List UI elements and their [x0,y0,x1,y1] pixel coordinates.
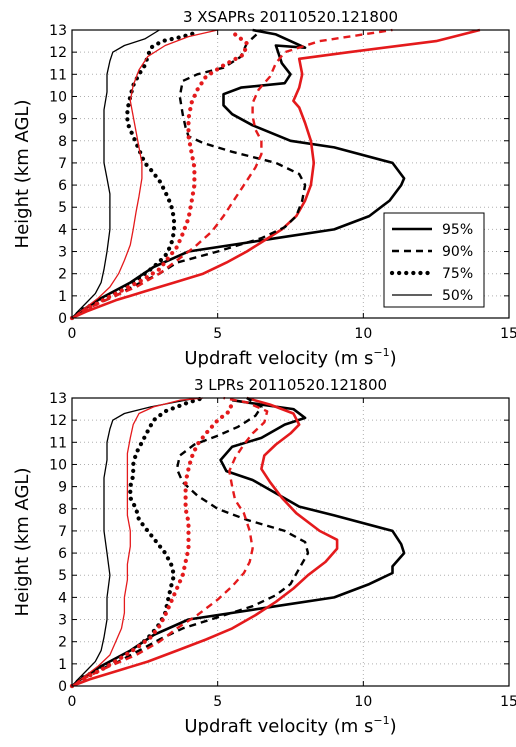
legend: 95% 90% 75% 50% [383,212,485,308]
y-tick-label: 6 [58,178,67,194]
y-tick-label: 6 [58,546,67,562]
x-tick-label: 0 [68,326,77,342]
y-tick-label: 3 [58,245,67,261]
y-tick-label: 10 [49,89,67,105]
y-tick-label: 4 [58,222,67,238]
y-axis-label: Height (km AGL) [12,100,33,249]
y-tick-label: 9 [58,480,67,496]
y-tick-label: 7 [58,524,67,540]
series-red-50pct [71,29,218,319]
axes-frame [71,29,510,319]
series-black-75pct [69,30,200,321]
y-tick-label: 0 [58,311,67,327]
series-red-95pct [71,396,339,688]
x-tick-label: 10 [354,694,372,710]
series-black-75pct [69,395,206,689]
series-red-75pct [69,32,249,321]
y-tick-label: 8 [58,134,67,150]
y-tick-label: 5 [58,568,67,584]
y-tick-label: 2 [58,635,67,651]
x-tick-label: 0 [68,694,77,710]
y-tick-label: 7 [58,156,67,172]
x-axis-label: Updraft velocity (m s−1) [184,346,396,369]
y-tick-label: 13 [49,391,67,407]
y-tick-label: 2 [58,267,67,283]
series-black-95pct [71,28,406,320]
series-black-50pct [71,29,160,319]
legend-label: 90% [442,244,473,260]
axes-frame [71,397,510,687]
series-red-90pct [71,396,269,688]
y-tick-label: 11 [49,435,67,451]
y-tick-label: 1 [58,657,67,673]
y-tick-label: 10 [49,457,67,473]
legend-label: 95% [442,222,473,238]
series-black-90pct [71,396,310,687]
series-red-50pct [71,397,204,687]
y-tick-label: 9 [58,112,67,128]
series-red-95pct [71,28,481,320]
y-tick-label: 11 [49,67,67,83]
grid [72,398,509,686]
x-axis-label: Updraft velocity (m s−1) [184,714,396,737]
x-tick-label: 5 [213,326,222,342]
y-tick-label: 8 [58,502,67,518]
series-red-90pct [71,28,393,320]
series-black-90pct [71,29,307,319]
y-tick-label: 5 [58,200,67,216]
series-black-95pct [71,398,406,688]
chart-title: 3 XSAPRs 20110520.121800 [183,8,398,26]
y-tick-label: 4 [58,590,67,606]
y-tick-label: 12 [49,413,67,429]
y-axis-label: Height (km AGL) [12,468,33,617]
x-tick-label: 10 [354,326,372,342]
x-tick-label: 15 [500,326,516,342]
y-tick-label: 13 [49,23,67,39]
series-black-50pct [71,397,198,687]
chart-title: 3 LPRs 20110520.121800 [194,376,387,394]
y-tick-label: 0 [58,679,67,695]
legend-label: 50% [442,288,473,304]
legend-label: 75% [442,266,473,282]
x-tick-label: 5 [213,694,222,710]
y-tick-label: 1 [58,289,67,305]
y-tick-label: 12 [49,45,67,61]
y-tick-label: 3 [58,613,67,629]
x-tick-label: 15 [500,694,516,710]
series-red-75pct [69,400,235,689]
